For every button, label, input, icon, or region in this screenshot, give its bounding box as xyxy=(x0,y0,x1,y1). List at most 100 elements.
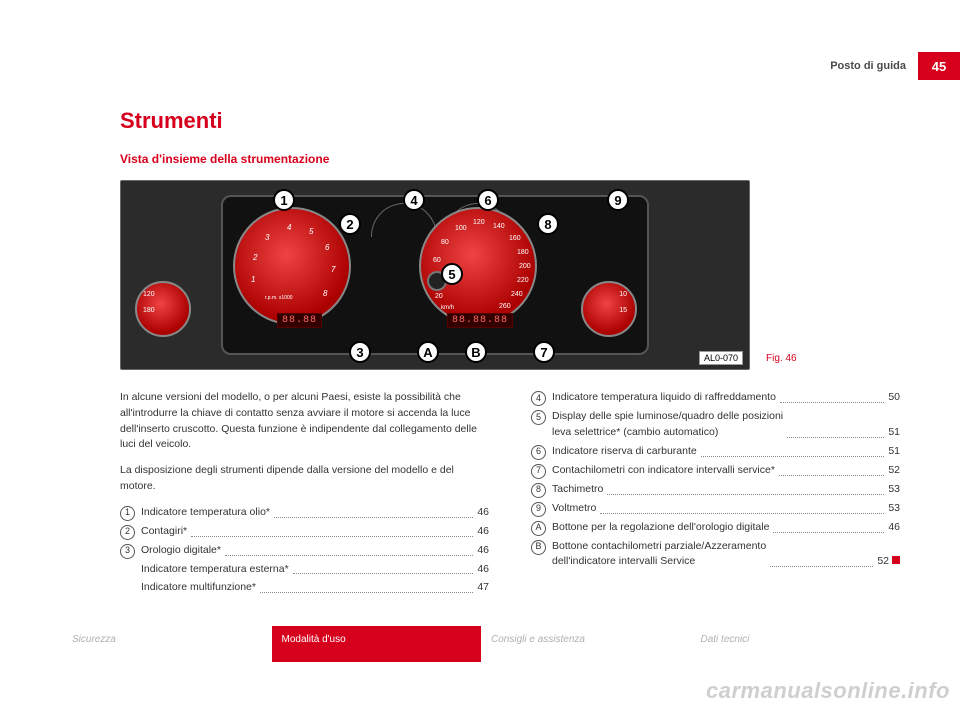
figure-code: AL0-070 xyxy=(699,351,743,365)
item-label: Indicatore temperatura olio* xyxy=(141,505,270,521)
rpm-7: 7 xyxy=(331,265,335,274)
figure-marker-8: 8 xyxy=(537,213,559,235)
item-marker-5: 5 xyxy=(531,410,546,425)
rpm-5: 5 xyxy=(309,227,313,236)
heading-vista: Vista d'insieme della strumentazione xyxy=(120,152,900,166)
item-marker-B: B xyxy=(531,540,546,555)
speedometer-dial: 20 40 60 80 100 120 140 160 180 200 220 … xyxy=(419,207,537,325)
spd-160: 160 xyxy=(509,235,521,242)
item-marker-3: 3 xyxy=(120,544,135,559)
item-page-ref: 46 xyxy=(888,520,900,536)
list-item: 4Indicatore temperatura liquido di raffr… xyxy=(531,390,900,406)
item-page-ref: 53 xyxy=(888,482,900,498)
item-page-ref: 51 xyxy=(888,425,900,441)
list-item: ABottone per la regolazione dell'orologi… xyxy=(531,520,900,536)
figure-marker-7: 7 xyxy=(533,341,555,363)
item-label: Tachimetro xyxy=(552,482,603,498)
figure-marker-6: 6 xyxy=(477,189,499,211)
voltmeter-dial: 10 15 xyxy=(581,281,637,337)
list-item: 3 Orologio digitale* 46 xyxy=(120,543,489,559)
leader-dots xyxy=(274,517,473,518)
volt-label-2: 15 xyxy=(619,307,627,314)
list-item: 6Indicatore riserva di carburante51 xyxy=(531,444,900,460)
intro-para-1: In alcune versioni del modello, o per al… xyxy=(120,390,489,453)
page-number: 45 xyxy=(932,59,946,74)
item-marker-8: 8 xyxy=(531,483,546,498)
spd-120: 120 xyxy=(473,219,485,226)
list-item: 2 Contagiri* 46 xyxy=(120,524,489,540)
spd-80: 80 xyxy=(441,239,449,246)
spd-200: 200 xyxy=(519,263,531,270)
leader-dots xyxy=(225,555,473,556)
watermark: carmanualsonline.info xyxy=(706,678,950,704)
figure-marker-A: A xyxy=(417,341,439,363)
rpm-dial: 1 2 3 4 5 6 7 8 r.p.m. x1000 xyxy=(233,207,351,325)
rpm-unit: r.p.m. x1000 xyxy=(265,295,293,301)
item-page-ref: 50 xyxy=(888,390,900,406)
list-item: 7Contachilometri con indicatore interval… xyxy=(531,463,900,479)
list-item: Indicatore multifunzione* 47 xyxy=(141,580,489,596)
item-marker-6: 6 xyxy=(531,445,546,460)
leader-dots xyxy=(787,437,884,438)
figure-marker-4: 4 xyxy=(403,189,425,211)
item-marker-1: 1 xyxy=(120,506,135,521)
speed-unit: km/h xyxy=(441,305,454,311)
rpm-4: 4 xyxy=(287,223,291,232)
section-title: Posto di guida xyxy=(830,60,906,72)
footer-tab-dati-tecnici[interactable]: Dati tecnici xyxy=(691,626,901,662)
figure-wrap: 120 180 1 2 3 4 5 6 7 8 r.p.m. x1000 20 … xyxy=(120,180,900,370)
footer-tab-consigli-e-assistenza[interactable]: Consigli e assistenza xyxy=(481,626,691,662)
item-marker-2: 2 xyxy=(120,525,135,540)
spd-100: 100 xyxy=(455,225,467,232)
footer-tab-modalit-d-uso[interactable]: Modalità d'uso xyxy=(272,626,482,662)
oil-label-2: 180 xyxy=(143,307,155,314)
item-label: Orologio digitale* xyxy=(141,543,221,559)
figure-marker-9: 9 xyxy=(607,189,629,211)
item-label: Contachilometri con indicatore intervall… xyxy=(552,463,775,479)
spd-260: 260 xyxy=(499,303,511,310)
item-label: Contagiri* xyxy=(141,524,187,540)
lcd-odometer: 88.88.88 xyxy=(447,313,513,328)
item-page-ref: 47 xyxy=(477,580,489,596)
text-columns: In alcune versioni del modello, o per al… xyxy=(120,390,900,599)
item-label: Display delle spie luminose/quadro delle… xyxy=(552,409,783,441)
item-marker-9: 9 xyxy=(531,502,546,517)
page: Posto di guida 45 Strumenti Vista d'insi… xyxy=(0,0,960,708)
figure-marker-1: 1 xyxy=(273,189,295,211)
leader-dots xyxy=(773,532,884,533)
rpm-6: 6 xyxy=(325,243,329,252)
item-page-ref: 46 xyxy=(477,524,489,540)
volt-label-1: 10 xyxy=(619,291,627,298)
content: Strumenti Vista d'insieme della strument… xyxy=(120,108,900,599)
item-page-ref: 52 xyxy=(877,554,900,570)
item-marker-A: A xyxy=(531,521,546,536)
item-label: Indicatore temperatura esterna* xyxy=(141,562,289,578)
leader-dots xyxy=(293,573,474,574)
list-item: 8 Tachimetro 53 xyxy=(531,482,900,498)
leader-dots xyxy=(600,513,884,514)
left-item-list: 1 Indicatore temperatura olio* 46 2 Contagir… xyxy=(120,505,489,559)
leader-dots xyxy=(191,536,473,537)
right-item-list: 4Indicatore temperatura liquido di raffr… xyxy=(531,390,900,570)
spd-140: 140 xyxy=(493,223,505,230)
oil-label-1: 120 xyxy=(143,291,155,298)
list-item: B Bottone contachilometri parziale/Azzera… xyxy=(531,539,900,571)
list-item: 1Indicatore temperatura olio*46 xyxy=(120,505,489,521)
page-number-box: 45 xyxy=(918,52,960,80)
list-item: 5 Display delle spie luminose/quadro dell… xyxy=(531,409,900,441)
footer-tab-sicurezza[interactable]: Sicurezza xyxy=(62,626,272,662)
spd-20: 20 xyxy=(435,293,443,300)
spd-180: 180 xyxy=(517,249,529,256)
item-label: Indicatore multifunzione* xyxy=(141,580,256,596)
heading-strumenti: Strumenti xyxy=(120,108,900,134)
figure-marker-2: 2 xyxy=(339,213,361,235)
item-label: Indicatore temperatura liquido di raffre… xyxy=(552,390,776,406)
spd-240: 240 xyxy=(511,291,523,298)
rpm-3: 3 xyxy=(265,233,269,242)
item-page-ref: 46 xyxy=(477,543,489,559)
leader-dots xyxy=(260,592,473,593)
leader-dots xyxy=(701,456,885,457)
lcd-clock: 88.88 xyxy=(277,313,322,328)
item-page-ref: 46 xyxy=(477,562,489,578)
item-label: Bottone contachilometri parziale/Azzeram… xyxy=(552,539,766,571)
